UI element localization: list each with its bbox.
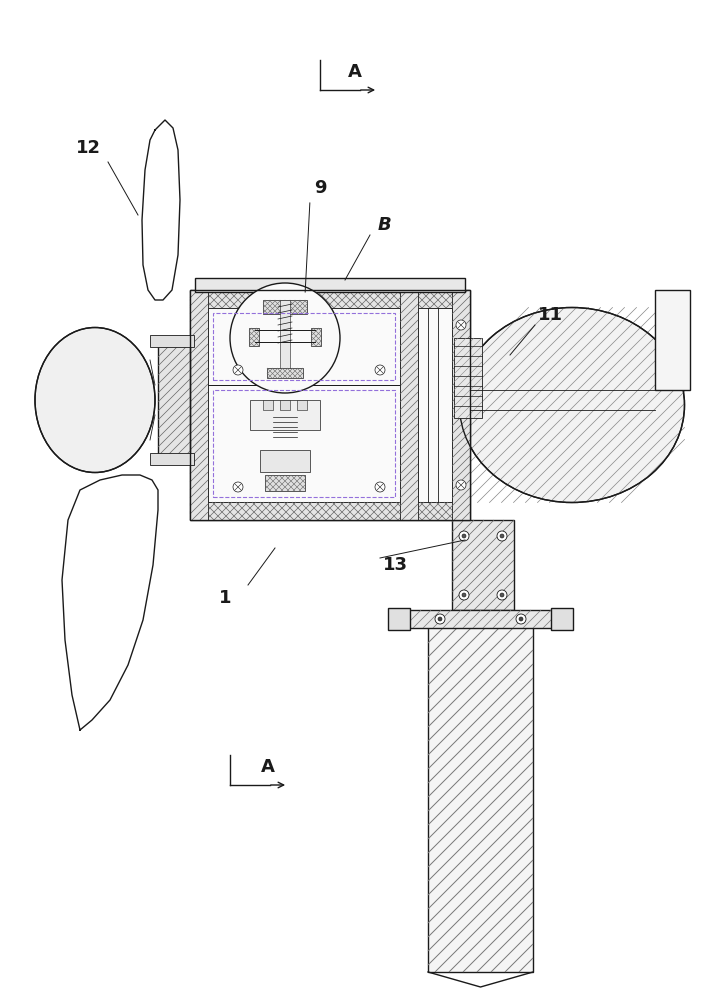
Text: A: A <box>348 63 362 81</box>
Bar <box>190 290 208 520</box>
Circle shape <box>516 614 526 624</box>
Circle shape <box>456 480 466 490</box>
Text: B: B <box>378 216 392 234</box>
Circle shape <box>497 590 507 600</box>
Ellipse shape <box>35 328 155 473</box>
Text: 1: 1 <box>219 589 231 607</box>
Bar <box>158 340 190 460</box>
Bar <box>452 520 514 610</box>
Text: 12: 12 <box>75 139 101 157</box>
Bar <box>408 610 553 628</box>
Bar <box>249 328 259 346</box>
Bar <box>265 475 305 491</box>
Circle shape <box>459 531 469 541</box>
Bar <box>551 608 573 630</box>
Circle shape <box>375 365 385 375</box>
Bar <box>190 290 470 520</box>
Bar <box>388 608 410 630</box>
Bar <box>452 290 470 520</box>
Text: 11: 11 <box>537 306 562 324</box>
Bar <box>263 400 273 410</box>
Bar <box>190 290 470 520</box>
Bar <box>280 300 290 370</box>
Ellipse shape <box>459 308 684 502</box>
Bar <box>208 308 400 385</box>
Bar <box>311 328 321 346</box>
Bar <box>267 368 303 378</box>
Bar <box>250 400 320 430</box>
Text: 9: 9 <box>314 179 326 197</box>
Bar <box>263 300 307 314</box>
Circle shape <box>438 617 442 621</box>
Circle shape <box>459 590 469 600</box>
Bar <box>190 502 470 520</box>
Bar <box>418 308 452 502</box>
Bar <box>297 400 307 410</box>
Circle shape <box>462 593 466 597</box>
Circle shape <box>497 531 507 541</box>
Bar <box>213 390 395 497</box>
Bar <box>150 453 194 465</box>
Bar <box>213 313 395 380</box>
Circle shape <box>500 593 504 597</box>
Circle shape <box>233 482 243 492</box>
Bar <box>655 290 690 390</box>
Bar <box>260 450 310 472</box>
Bar <box>150 335 194 347</box>
Circle shape <box>462 534 466 538</box>
Circle shape <box>456 320 466 330</box>
Circle shape <box>375 482 385 492</box>
Bar <box>400 290 418 520</box>
Text: 13: 13 <box>382 556 408 574</box>
Bar <box>195 278 465 292</box>
Bar <box>190 290 470 308</box>
Bar <box>208 385 400 502</box>
Bar <box>280 400 290 410</box>
Circle shape <box>519 617 523 621</box>
Text: A: A <box>261 758 275 776</box>
Circle shape <box>500 534 504 538</box>
Circle shape <box>230 283 340 393</box>
Circle shape <box>435 614 445 624</box>
Bar <box>454 338 482 418</box>
Circle shape <box>233 365 243 375</box>
Bar <box>428 622 533 972</box>
